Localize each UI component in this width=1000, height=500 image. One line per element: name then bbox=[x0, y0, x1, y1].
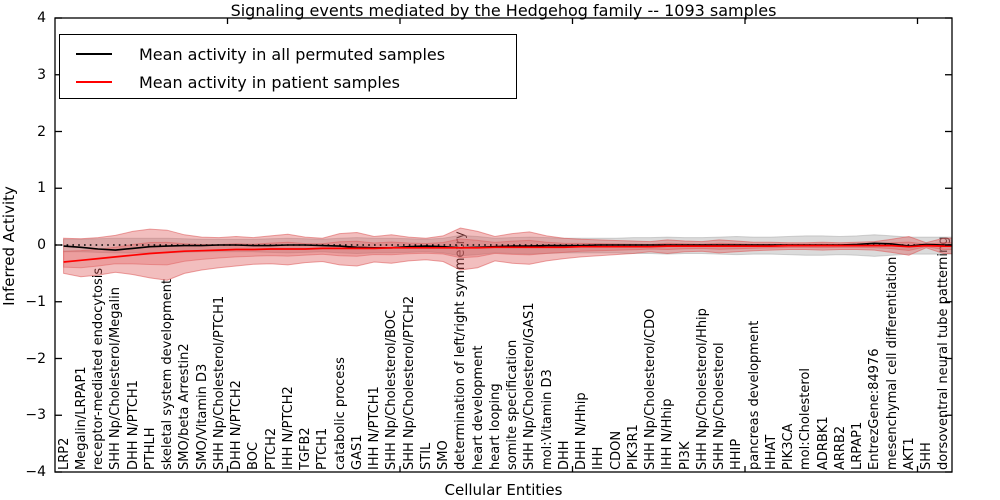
y-tick-label: −4 bbox=[25, 464, 46, 480]
legend-line-red bbox=[76, 81, 112, 83]
legend-item-patient: Mean activity in patient samples bbox=[60, 68, 400, 96]
x-axis-label: Cellular Entities bbox=[444, 481, 563, 499]
legend-line-black bbox=[76, 53, 112, 55]
y-tick-label: 3 bbox=[37, 66, 46, 83]
legend-item-permuted: Mean activity in all permuted samples bbox=[60, 40, 445, 68]
legend-label: Mean activity in all permuted samples bbox=[139, 44, 446, 64]
y-tick-label: −2 bbox=[25, 350, 46, 367]
legend-label: Mean activity in patient samples bbox=[139, 72, 400, 92]
y-tick-label: 1 bbox=[37, 180, 46, 197]
chart-title: Signaling events mediated by the Hedgeho… bbox=[230, 1, 777, 20]
y-tick-label: 0 bbox=[37, 237, 46, 253]
y-tick-label: 4 bbox=[37, 10, 46, 26]
y-tick-label: 2 bbox=[37, 123, 46, 140]
y-tick-label: −3 bbox=[25, 407, 46, 424]
y-tick-label: −1 bbox=[25, 293, 46, 310]
legend: Mean activity in all permuted samples Me… bbox=[59, 34, 517, 99]
